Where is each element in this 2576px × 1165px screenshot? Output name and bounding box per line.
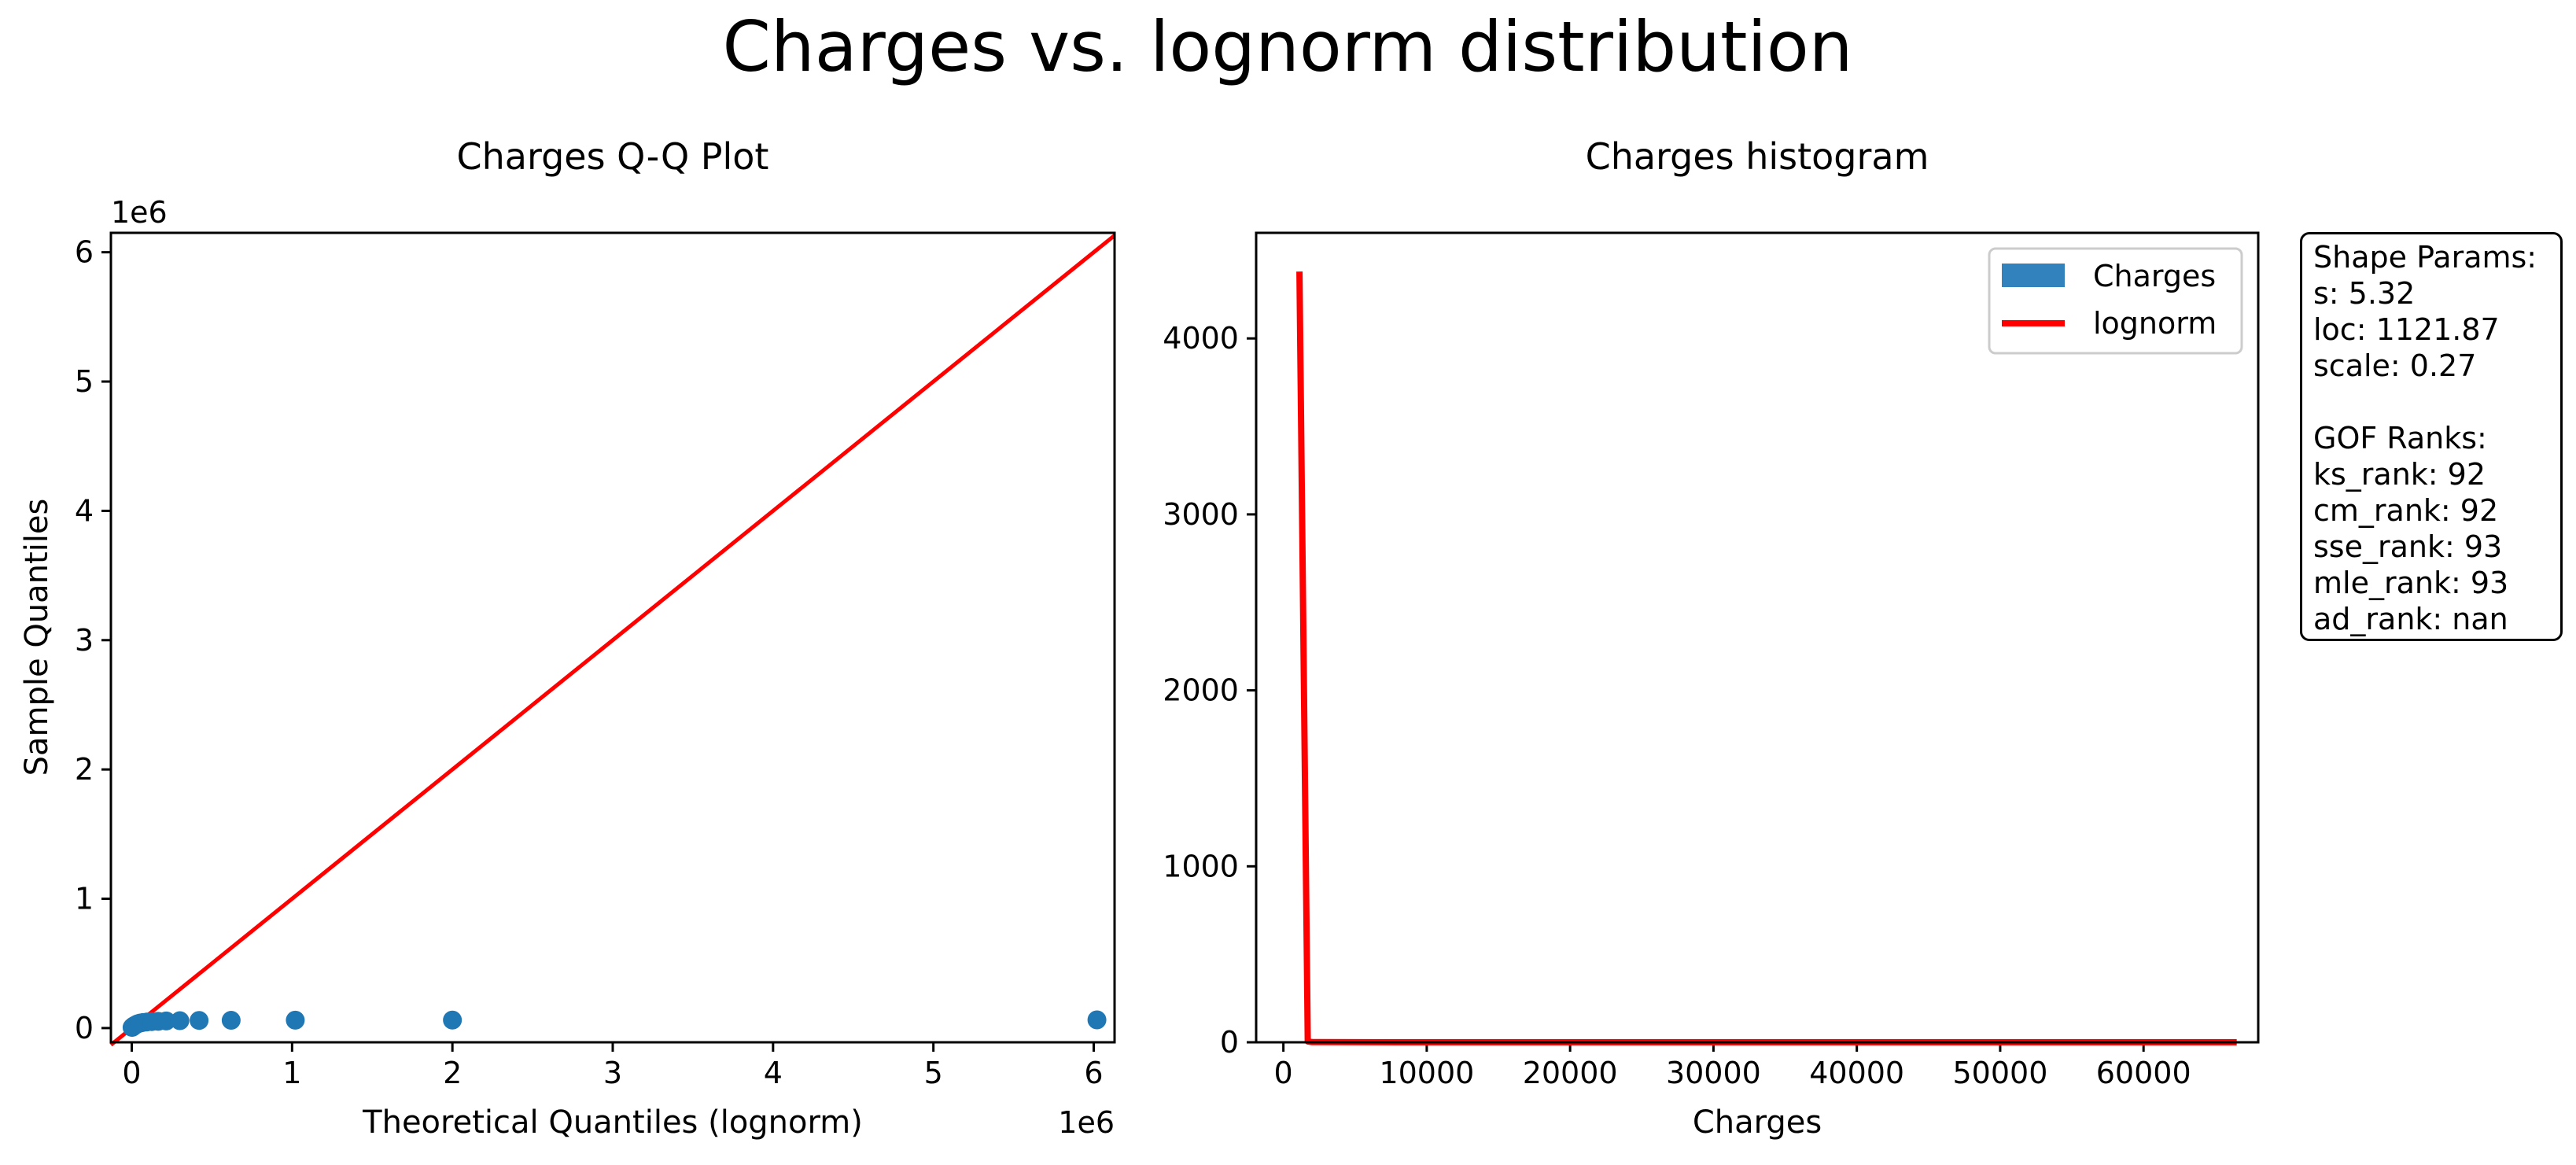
info-spacer [2313, 384, 2560, 420]
qq-x-tick-label: 3 [603, 1056, 622, 1090]
param-scale: scale: 0.27 [2313, 348, 2477, 383]
param-s: s: 5.32 [2313, 276, 2416, 311]
qq-plot-area [109, 234, 1116, 1047]
qq-point [221, 1011, 241, 1030]
histogram-y-tick-label: 0 [1220, 1025, 1239, 1060]
qq-axes-frame [109, 231, 1116, 1044]
qq-x-tick-label: 1 [282, 1056, 301, 1090]
qq-x-tick-label: 6 [1084, 1056, 1103, 1090]
qq-points [122, 1010, 1107, 1038]
histogram-y-tick-label: 4000 [1163, 321, 1239, 356]
qq-x-tick-label: 5 [924, 1056, 943, 1090]
qq-y-tick-label: 2 [75, 752, 94, 787]
histogram-x-tick-label: 10000 [1379, 1056, 1474, 1090]
histogram-y-tick-label: 1000 [1163, 849, 1239, 883]
qq-point [443, 1010, 463, 1030]
qq-x-offset-label: 1e6 [1058, 1105, 1115, 1140]
histogram-y-tick-label: 3000 [1163, 497, 1239, 532]
qq-reference-line [109, 234, 1116, 1047]
rank-ad: ad_rank: nan [2313, 602, 2508, 636]
rank-cm: cm_rank: 92 [2313, 493, 2499, 528]
rank-ks: ks_rank: 92 [2313, 457, 2486, 492]
fit-summary-box: Shape Params: s: 5.32 loc: 1121.87 scale… [2300, 232, 2563, 641]
qq-y-tick-label: 0 [75, 1011, 94, 1045]
qq-y-tick-label: 1 [75, 882, 94, 916]
rank-sse: sse_rank: 93 [2313, 529, 2503, 564]
qq-x-tick-label: 2 [443, 1056, 462, 1090]
qq-plot-title: Charges Q-Q Plot [457, 135, 769, 178]
histogram-x-axis-label: Charges [1693, 1104, 1822, 1141]
histogram-x-tick-label: 0 [1274, 1056, 1293, 1090]
qq-x-axis-label: Theoretical Quantiles (lognorm) [362, 1104, 863, 1141]
histogram-x-tick-label: 20000 [1523, 1056, 1618, 1090]
qq-y-offset-label: 1e6 [111, 195, 168, 230]
shape-params-header: Shape Params: [2313, 240, 2537, 275]
qq-y-tick-label: 3 [75, 623, 94, 658]
qq-tick-group: 0 1 2 3 4 5 6 0 1 2 3 4 5 6 [75, 235, 1104, 1090]
gof-ranks-header: GOF Ranks: [2313, 421, 2487, 455]
qq-y-tick-label: 6 [75, 235, 94, 270]
qq-point [170, 1011, 190, 1030]
figure-title: Charges vs. lognorm distribution [722, 6, 1852, 87]
histogram-axes-frame [1255, 231, 2260, 1044]
histogram-x-tick-label: 60000 [2096, 1056, 2191, 1090]
qq-y-axis-label: Sample Quantiles [19, 499, 55, 776]
histogram-x-tick-label: 40000 [1809, 1056, 1904, 1090]
histogram-tick-group: 0 10000 20000 30000 40000 50000 60000 0 1000 2000… [1163, 321, 2191, 1090]
histogram-y-tick-label: 2000 [1163, 673, 1239, 708]
histogram-plot: Charges histogram 0 10000 20000 30000 40000 5… [1163, 135, 2260, 1141]
qq-point [157, 1011, 176, 1030]
param-loc: loc: 1121.87 [2313, 312, 2500, 347]
rank-mle: mle_rank: 93 [2313, 566, 2509, 600]
histogram-title: Charges histogram [1586, 135, 1929, 178]
legend-charges-label: Charges [2093, 259, 2216, 293]
legend-lognorm-label: lognorm [2093, 306, 2217, 341]
qq-point [1087, 1010, 1107, 1030]
qq-point [286, 1010, 305, 1030]
qq-y-tick-label: 4 [75, 493, 94, 528]
histogram-x-tick-label: 30000 [1666, 1056, 1761, 1090]
qq-y-tick-label: 5 [75, 364, 94, 399]
legend-charges-swatch [2002, 264, 2065, 287]
qq-point [190, 1011, 209, 1030]
histogram-legend: Charges lognorm [1988, 247, 2243, 355]
histogram-x-tick-label: 50000 [1952, 1056, 2047, 1090]
qq-x-tick-label: 0 [122, 1056, 141, 1090]
qq-x-tick-label: 4 [764, 1056, 783, 1090]
